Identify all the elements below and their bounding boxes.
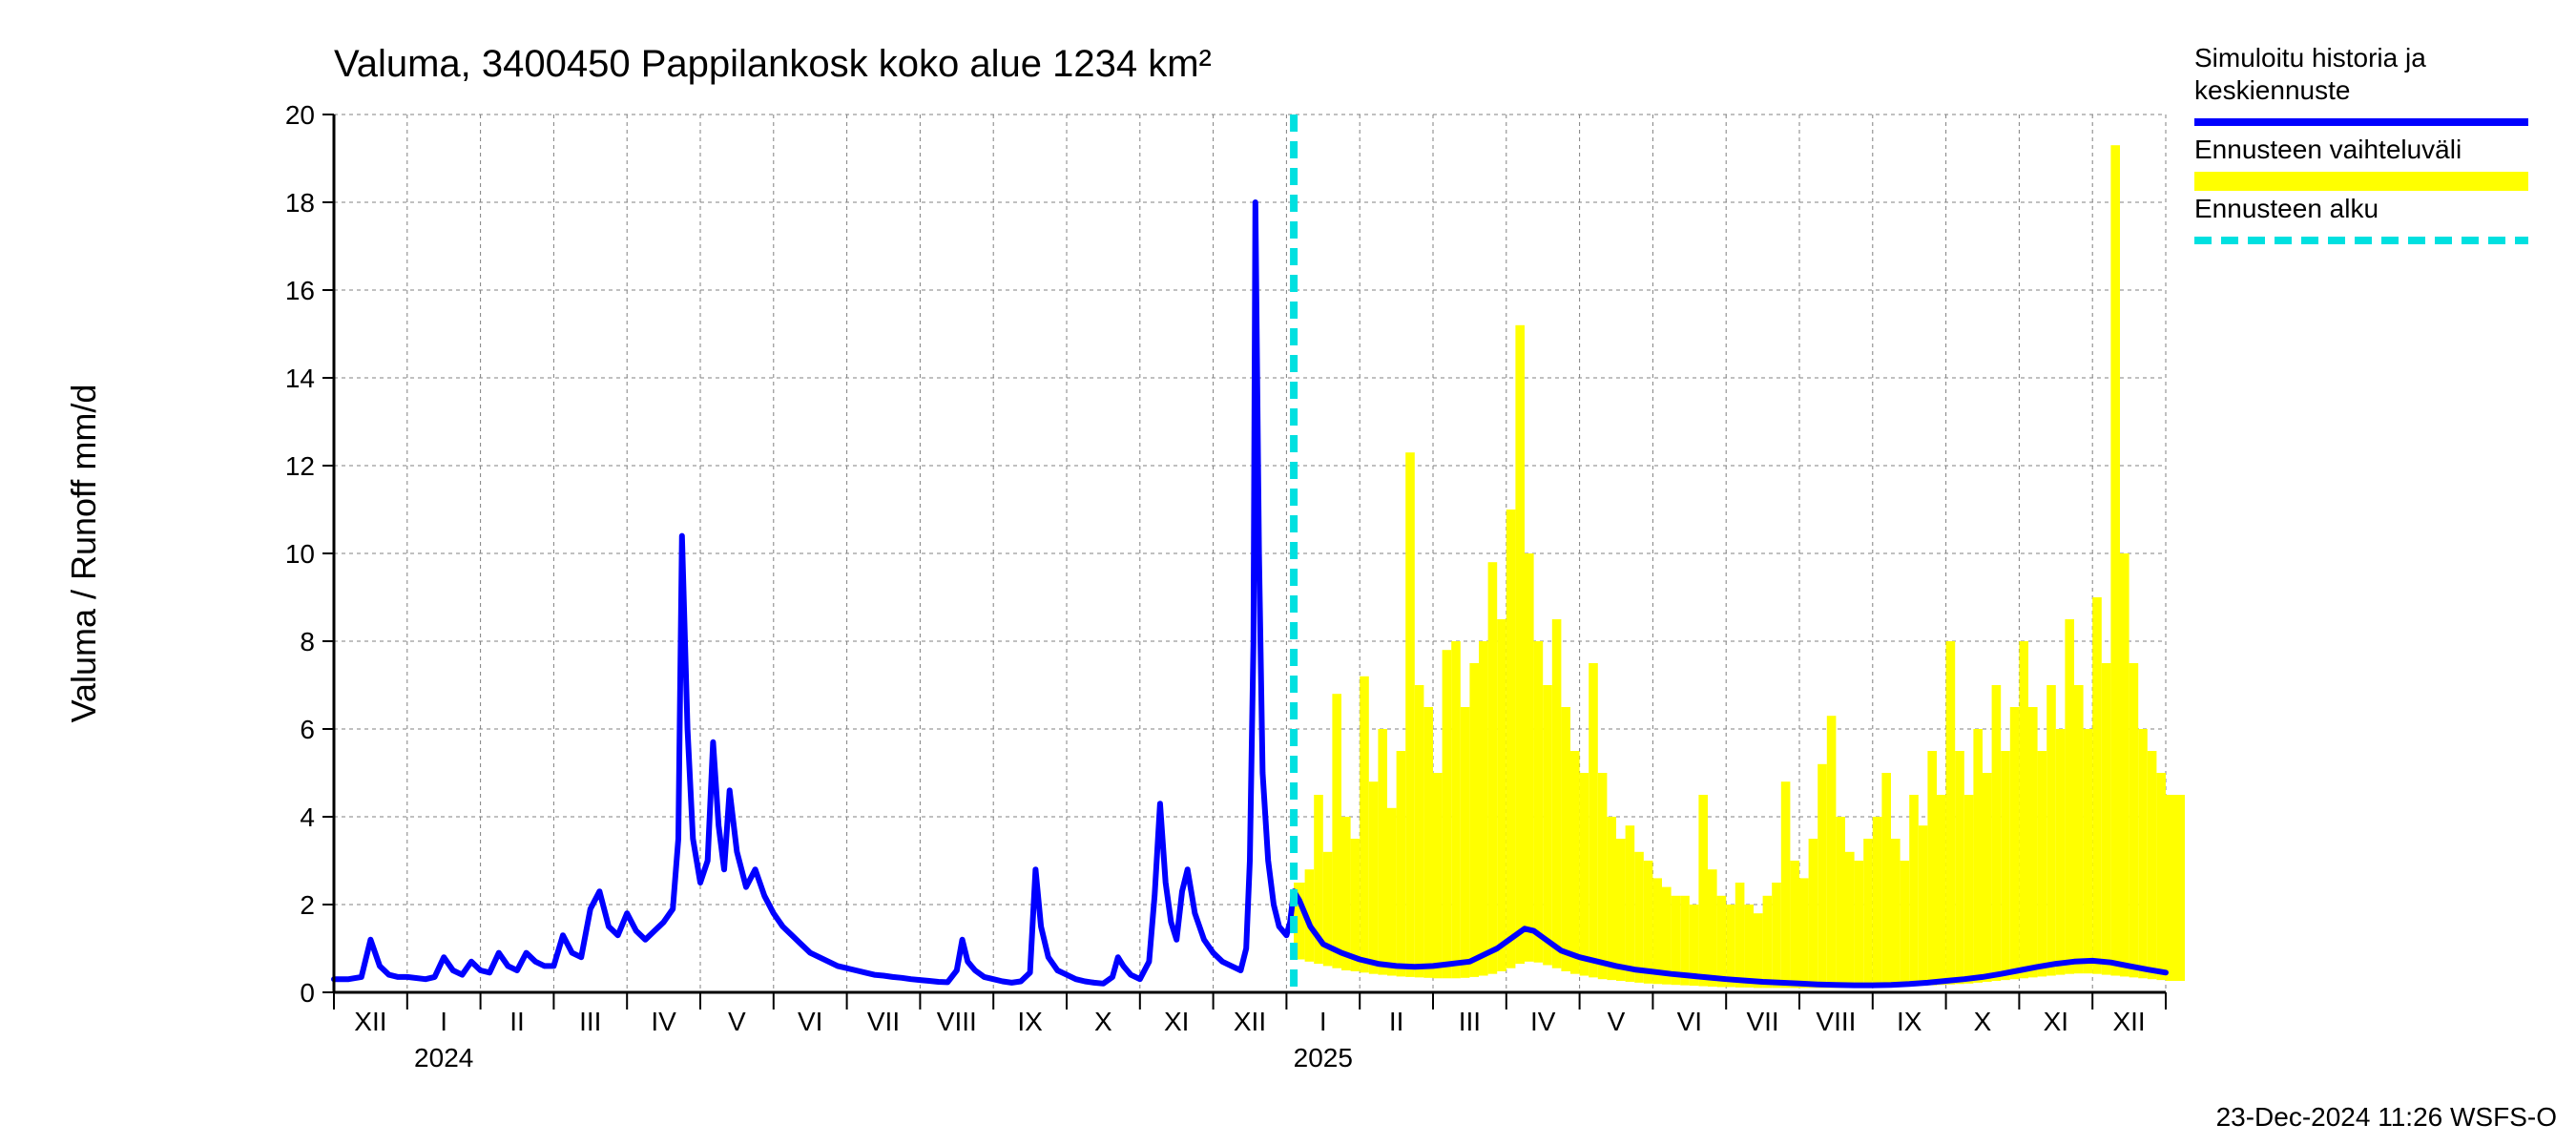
ytick-label: 8	[300, 627, 315, 656]
chart-container: 02468101214161820XIIIIIIIIIVVVIVIIVIIIIX…	[0, 0, 2576, 1145]
month-label: V	[1608, 1007, 1626, 1036]
chart-svg: 02468101214161820XIIIIIIIIIVVVIVIIVIIIIX…	[0, 0, 2576, 1145]
ytick-label: 18	[285, 188, 315, 218]
footer-timestamp: 23-Dec-2024 11:26 WSFS-O	[2216, 1102, 2557, 1132]
ytick-label: 2	[300, 890, 315, 920]
month-label: X	[1094, 1007, 1112, 1036]
month-label: XII	[1234, 1007, 1266, 1036]
ytick-label: 12	[285, 451, 315, 481]
month-label: I	[1319, 1007, 1327, 1036]
month-label: IX	[1017, 1007, 1043, 1036]
month-label: VI	[798, 1007, 822, 1036]
ytick-label: 20	[285, 100, 315, 130]
month-label: II	[1389, 1007, 1404, 1036]
month-label: III	[579, 1007, 601, 1036]
month-label: XII	[354, 1007, 386, 1036]
ytick-label: 0	[300, 978, 315, 1008]
legend-label: keskiennuste	[2194, 75, 2350, 105]
month-label: XI	[2044, 1007, 2068, 1036]
legend-label: Ennusteen vaihteluväli	[2194, 135, 2462, 164]
ytick-label: 14	[285, 364, 315, 393]
month-label: V	[728, 1007, 746, 1036]
month-label: III	[1459, 1007, 1481, 1036]
month-label: VIII	[1816, 1007, 1856, 1036]
month-label: VIII	[937, 1007, 977, 1036]
ytick-label: 16	[285, 276, 315, 305]
ytick-label: 10	[285, 539, 315, 569]
y-axis-label: Valuma / Runoff mm/d	[64, 385, 103, 723]
year-label: 2025	[1294, 1043, 1353, 1072]
month-label: IV	[1530, 1007, 1556, 1036]
ytick-label: 4	[300, 802, 315, 832]
month-label: VII	[1746, 1007, 1778, 1036]
chart-title: Valuma, 3400450 Pappilankosk koko alue 1…	[334, 43, 1212, 85]
legend-label: Simuloitu historia ja	[2194, 43, 2426, 73]
year-label: 2024	[414, 1043, 473, 1072]
month-label: X	[1974, 1007, 1992, 1036]
month-label: II	[509, 1007, 525, 1036]
month-label: IV	[651, 1007, 676, 1036]
month-label: I	[440, 1007, 447, 1036]
month-label: XII	[2112, 1007, 2145, 1036]
month-label: VII	[867, 1007, 900, 1036]
month-label: IX	[1897, 1007, 1922, 1036]
month-label: VI	[1677, 1007, 1702, 1036]
month-label: XI	[1164, 1007, 1189, 1036]
legend-label: Ennusteen alku	[2194, 194, 2379, 223]
ytick-label: 6	[300, 715, 315, 744]
